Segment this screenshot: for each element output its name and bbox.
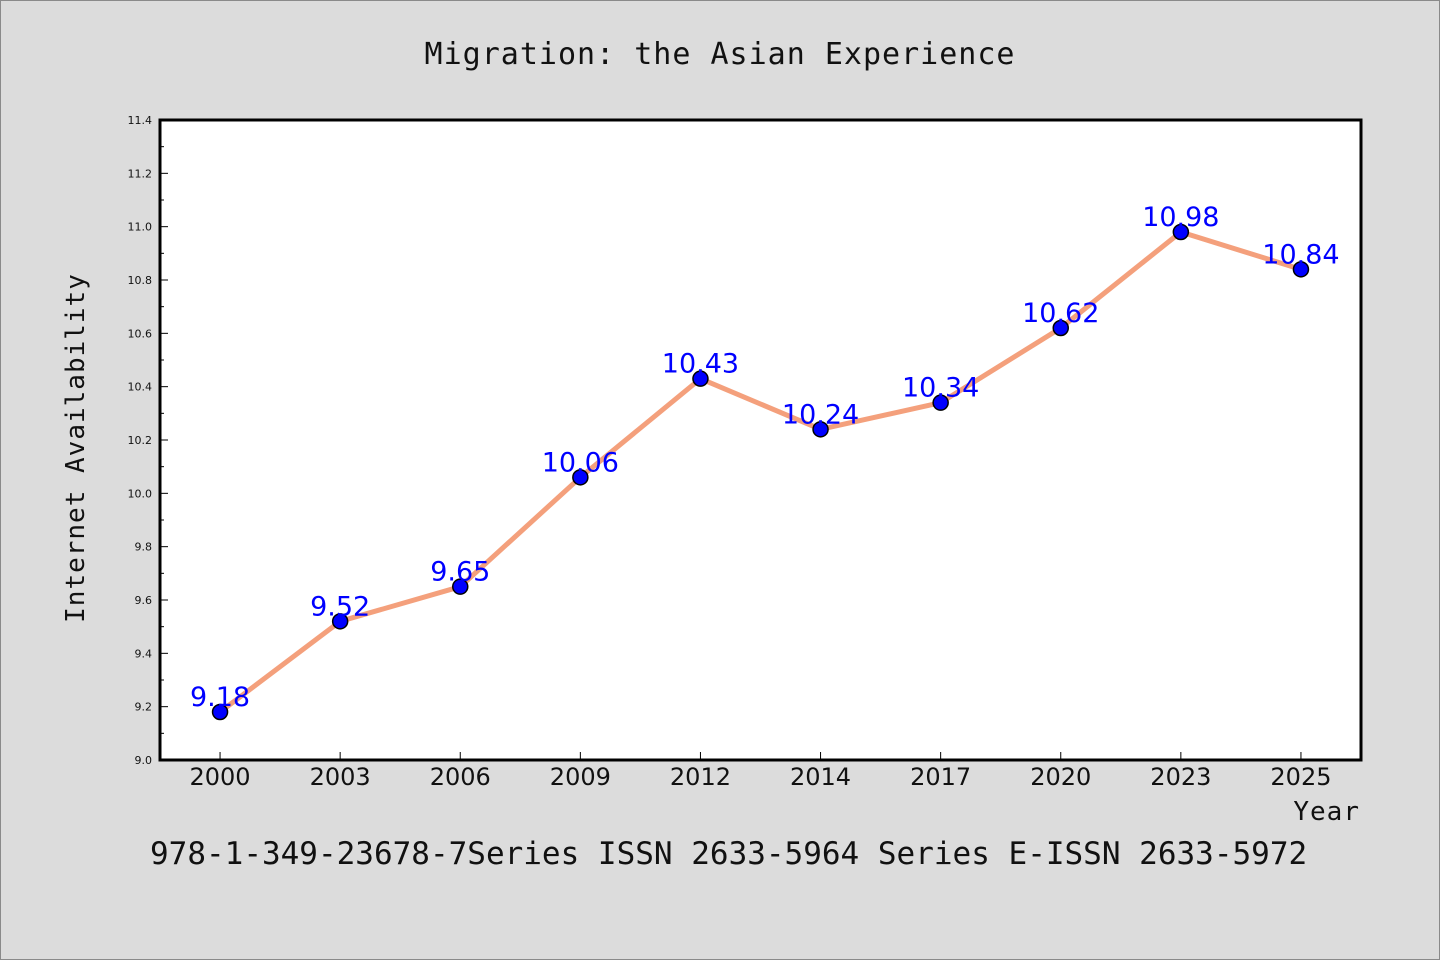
y-axis-ticks: 9.0 9.2 9.4 9.6 9.8 10.0 10.2 10.4 10.6 10.8 11.0 1… xyxy=(128,114,168,767)
data-point xyxy=(331,613,349,630)
y-axis-title: Internet Availability xyxy=(61,273,91,623)
data-label: 10.06 xyxy=(542,447,619,478)
y-tick-label: 11.2 xyxy=(128,167,153,180)
data-label: 10.98 xyxy=(1142,202,1219,233)
data-label: 9.52 xyxy=(310,591,370,622)
y-tick-label: 9.2 xyxy=(135,701,153,714)
y-tick-label: 9.8 xyxy=(135,541,153,554)
y-tick-label: 10.2 xyxy=(128,434,153,447)
x-tick-label: 2014 xyxy=(790,763,851,791)
data-point xyxy=(1052,319,1069,337)
chart-title: Migration: the Asian Experience xyxy=(425,37,1016,72)
x-tick-label: 2003 xyxy=(310,763,371,791)
data-point xyxy=(812,421,829,438)
x-tick-label: 2023 xyxy=(1150,763,1211,791)
data-label: 9.18 xyxy=(190,682,250,713)
y-tick-label: 9.4 xyxy=(135,647,153,660)
data-markers xyxy=(211,223,1310,721)
x-tick-label: 2020 xyxy=(1030,763,1091,791)
y-tick-label: 9.6 xyxy=(135,594,153,607)
x-axis-ticks: 2000 2003 2006 2009 2012 2014 2017 2020 2023 2025 xyxy=(190,752,1331,791)
y-tick-label: 11.4 xyxy=(128,114,153,127)
data-point xyxy=(452,578,469,595)
y-tick-label: 9.0 xyxy=(135,754,153,767)
y-tick-label: 10.4 xyxy=(128,381,153,394)
y-tick-label: 10.0 xyxy=(128,487,153,500)
data-label: 10.84 xyxy=(1262,239,1339,270)
x-tick-label: 2009 xyxy=(550,763,611,791)
x-tick-label: 2012 xyxy=(670,763,731,791)
y-tick-label: 10.6 xyxy=(128,327,153,340)
data-label: 10.62 xyxy=(1022,298,1099,329)
y-tick-label: 10.8 xyxy=(128,274,153,287)
data-point xyxy=(1292,261,1310,278)
x-tick-label: 2025 xyxy=(1270,763,1331,791)
isbn-issn-footer: 978-1-349-23678-7Series ISSN 2633-5964 S… xyxy=(150,836,1307,872)
data-labels: 9.18 9.52 9.65 10.06 10.43 10.24 10.34 10.62 10.… xyxy=(190,202,1340,713)
series-line xyxy=(217,229,1304,715)
data-label: 10.34 xyxy=(902,373,979,404)
data-point xyxy=(932,394,949,411)
x-tick-label: 2006 xyxy=(430,763,491,791)
x-axis-title: Year xyxy=(1293,797,1360,827)
y-tick-label: 11.0 xyxy=(128,221,153,234)
x-tick-label: 2000 xyxy=(190,763,251,791)
data-label: 9.65 xyxy=(430,557,490,588)
data-point xyxy=(211,703,229,721)
data-point xyxy=(572,469,589,486)
data-label: 10.43 xyxy=(662,349,739,380)
data-point xyxy=(692,370,709,387)
data-label: 10.24 xyxy=(782,399,859,430)
plot-area xyxy=(158,118,1363,762)
data-point xyxy=(1172,223,1190,241)
x-tick-label: 2017 xyxy=(910,763,971,791)
